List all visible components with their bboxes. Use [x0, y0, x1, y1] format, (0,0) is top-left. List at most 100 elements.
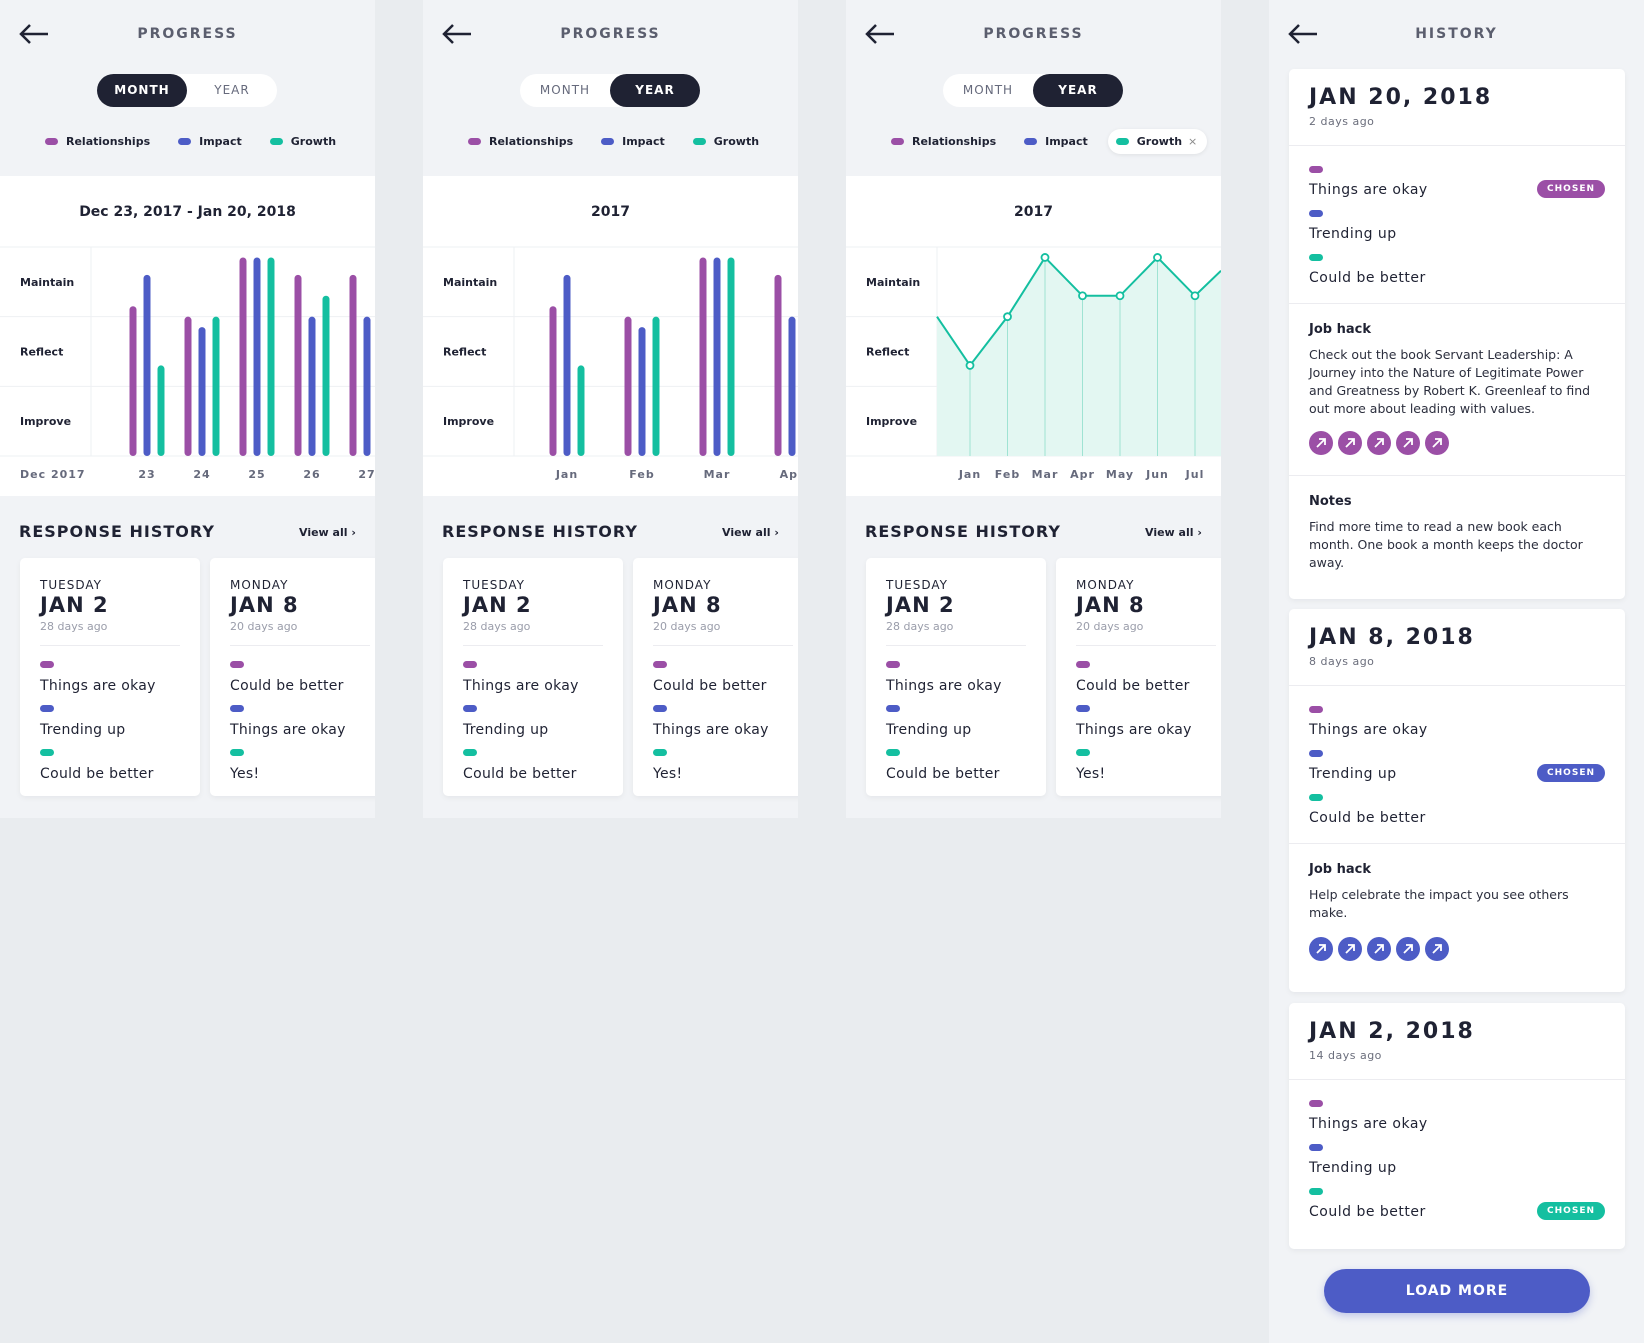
view-all-link[interactable]: View all › [722, 526, 779, 539]
impact-marker [1309, 750, 1323, 757]
response-card[interactable]: MONDAY JAN 8 20 days ago Could be better… [210, 558, 375, 796]
answer-text: Things are okay [886, 678, 1002, 694]
progress-screen-year: PROGRESS MONTH YEAR Relationships Impact… [423, 0, 798, 818]
growth-marker [463, 749, 477, 756]
impact-marker [40, 705, 54, 712]
back-arrow-icon[interactable] [1287, 22, 1319, 46]
arrow-up-right-icon[interactable] [1396, 937, 1420, 961]
legend-growth[interactable]: Growth [269, 135, 336, 148]
arrow-up-right-icon[interactable] [1367, 431, 1391, 455]
legend-growth-selected[interactable]: Growth × [1107, 128, 1208, 154]
legend-impact[interactable]: Impact [178, 135, 242, 148]
x-start-label: Dec 2017 [20, 468, 86, 481]
bar-impact [308, 316, 316, 456]
impact-swatch [178, 137, 192, 145]
x-tick-label: 24 [193, 468, 210, 481]
x-tick-label: Mar [704, 468, 731, 481]
bar-relationships [624, 316, 632, 456]
divider [40, 645, 180, 646]
arrow-up-right-icon[interactable] [1425, 937, 1449, 961]
arrow-up-right-icon[interactable] [1338, 431, 1362, 455]
divider [1289, 475, 1625, 476]
answer-text: Trending up [1309, 1160, 1397, 1176]
legend-relationships[interactable]: Relationships [468, 135, 573, 148]
growth-marker [1076, 749, 1090, 756]
close-icon[interactable]: × [1188, 134, 1198, 148]
impact-marker [653, 705, 667, 712]
arrow-up-right-icon[interactable] [1309, 431, 1333, 455]
growth-marker [1309, 1188, 1323, 1195]
answer-text: Trending up [1309, 766, 1397, 782]
answer-text: Trending up [1309, 226, 1397, 242]
toggle-month[interactable]: MONTH [97, 74, 187, 107]
answer-text: Things are okay [1309, 722, 1428, 738]
progress-screen-month: PROGRESS MONTH YEAR Relationships Impact… [0, 0, 375, 818]
card-day: TUESDAY [463, 578, 525, 592]
history-card: JAN 8, 2018 8 days ago Things are okay T… [1289, 609, 1625, 992]
answer-relationships: Things are okay CHOSEN [1309, 166, 1605, 198]
view-all-link[interactable]: View all › [299, 526, 356, 539]
back-arrow-icon[interactable] [864, 22, 896, 46]
impact-marker [1309, 1144, 1323, 1151]
arrow-up-right-icon[interactable] [1309, 937, 1333, 961]
legend-label: Relationships [489, 134, 574, 148]
bar-chart: Maintain Reflect Improve Jan Feb Mar Apr [423, 246, 798, 481]
divider [1076, 645, 1216, 646]
impact-marker [886, 705, 900, 712]
chosen-badge: CHOSEN [1537, 1202, 1605, 1220]
response-card[interactable]: MONDAY JAN 8 20 days ago Could be better… [633, 558, 798, 796]
toggle-month[interactable]: MONTH [962, 83, 1014, 97]
impact-swatch [1024, 137, 1038, 145]
y-tick-label: Improve [866, 415, 917, 428]
back-arrow-icon[interactable] [441, 22, 473, 46]
legend-growth[interactable]: Growth [692, 134, 760, 148]
answer-text: Trending up [40, 722, 126, 738]
toggle-year[interactable]: YEAR [610, 74, 700, 107]
data-point [1040, 253, 1050, 262]
view-all-link[interactable]: View all › [1145, 526, 1202, 539]
arrow-up-right-icon[interactable] [1425, 431, 1449, 455]
arrow-up-right-icon[interactable] [1396, 431, 1420, 455]
answer-impact: Trending up [1309, 210, 1605, 242]
back-arrow-icon[interactable] [18, 22, 50, 46]
response-card[interactable]: TUESDAY JAN 2 28 days ago Things are oka… [443, 558, 623, 796]
answer-text: Things are okay [40, 678, 156, 694]
bar-relationships [549, 306, 557, 456]
y-tick-label: Maintain [20, 276, 74, 289]
rating-icons [1309, 431, 1454, 455]
toggle-month[interactable]: MONTH [539, 83, 591, 97]
answer-growth: Yes! [1076, 749, 1105, 782]
page-title: PROGRESS [137, 26, 238, 42]
data-point [1115, 291, 1125, 301]
toggle-year[interactable]: YEAR [214, 83, 250, 97]
y-tick-label: Reflect [20, 346, 63, 359]
response-card[interactable]: MONDAY JAN 8 20 days ago Could be better… [1056, 558, 1221, 796]
divider [1289, 145, 1625, 146]
legend-impact[interactable]: Impact [1024, 135, 1088, 148]
answer-text: Trending up [463, 722, 549, 738]
load-more-button[interactable]: LOAD MORE [1324, 1269, 1590, 1313]
toggle-year[interactable]: YEAR [1033, 74, 1123, 107]
response-history-heading: RESPONSE HISTORY [19, 522, 215, 541]
answer-relationships: Things are okay [1309, 706, 1605, 738]
legend-label: Growth [713, 134, 760, 148]
answer-growth: Could be better [463, 749, 577, 782]
answer-impact: Things are okay [653, 705, 769, 738]
impact-swatch [601, 137, 615, 145]
legend-relationships[interactable]: Relationships [45, 135, 150, 148]
answer-growth: Could be better [1309, 254, 1605, 286]
arrow-up-right-icon[interactable] [1367, 937, 1391, 961]
response-card[interactable]: TUESDAY JAN 2 28 days ago Things are oka… [866, 558, 1046, 796]
legend-label: Impact [622, 134, 665, 148]
arrow-up-right-icon[interactable] [1338, 937, 1362, 961]
response-card[interactable]: TUESDAY JAN 2 28 days ago Things are oka… [20, 558, 200, 796]
relationships-swatch [891, 137, 904, 145]
answer-impact: Things are okay [230, 705, 346, 738]
relationships-marker [1309, 706, 1323, 713]
legend-impact[interactable]: Impact [601, 135, 665, 148]
divider [1289, 843, 1625, 844]
legend-relationships[interactable]: Relationships [891, 135, 996, 148]
job-hack-title: Job hack [1309, 862, 1371, 877]
bar-growth [652, 316, 660, 456]
answer-text: Things are okay [230, 722, 346, 738]
